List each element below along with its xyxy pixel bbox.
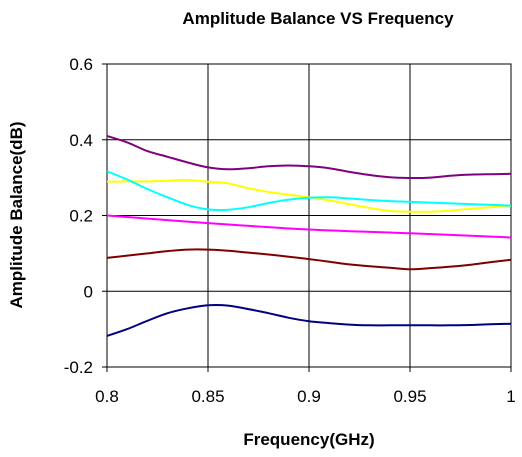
y-tick-label: 0: [84, 282, 93, 301]
chart-title: Amplitude Balance VS Frequency: [182, 9, 454, 28]
x-tick-label: 0.9: [297, 387, 321, 406]
series-line-5: [106, 248, 512, 271]
series-line-3: [106, 170, 512, 212]
series-line-1: [106, 135, 512, 180]
x-axis-label: Frequency(GHz): [243, 430, 374, 449]
x-tick-label: 0.8: [95, 387, 119, 406]
y-axis-label: Amplitude Balance(dB): [7, 121, 26, 308]
series-line-6: [106, 304, 512, 337]
series-group: [106, 135, 512, 337]
y-tick-label: 0.4: [69, 131, 93, 150]
series-line-4: [106, 214, 512, 239]
x-tick-label: 1: [506, 387, 515, 406]
gridlines: [107, 64, 511, 367]
x-tick-label: 0.85: [191, 387, 224, 406]
x-tick-label: 0.95: [393, 387, 426, 406]
x-tick-labels: 0.8 0.85 0.9 0.95 1: [95, 387, 516, 406]
y-tick-label: 0.6: [69, 55, 93, 74]
y-tick-labels: -0.2 0 0.2 0.4 0.6: [64, 55, 93, 377]
axis-ticks: [102, 63, 512, 372]
y-tick-label: 0.2: [69, 207, 93, 226]
y-tick-label: -0.2: [64, 358, 93, 377]
